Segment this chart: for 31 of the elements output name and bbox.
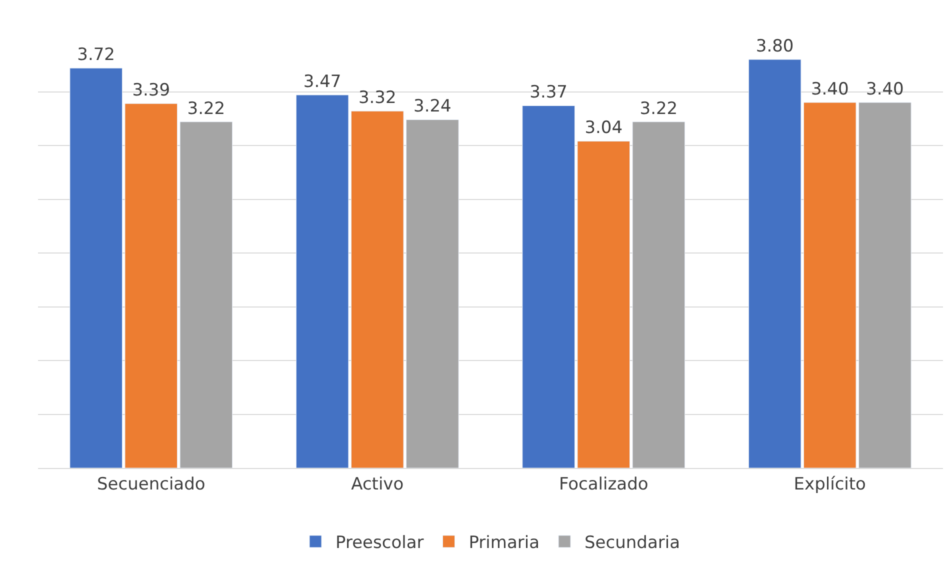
data-label: 3.37 — [530, 82, 568, 103]
data-label: 3.40 — [866, 80, 904, 100]
data-label: 3.72 — [77, 45, 115, 66]
bar — [858, 102, 912, 468]
bar — [748, 59, 802, 468]
bar — [522, 105, 575, 468]
bar — [350, 110, 404, 468]
data-label: 3.80 — [756, 36, 794, 56]
x-tick-label: Activo — [351, 474, 404, 494]
legend-label: Preescolar — [336, 533, 424, 554]
x-tick-label: Secuenciado — [96, 474, 206, 494]
legend-label: Secundaria — [584, 533, 680, 554]
x-tick-label: Explícito — [794, 474, 866, 494]
data-label: 3.22 — [187, 98, 226, 119]
data-label: 3.40 — [810, 80, 849, 100]
bar — [296, 94, 349, 468]
bar — [124, 103, 178, 468]
x-tick-label: Focalizado — [558, 474, 648, 494]
bar — [577, 140, 630, 468]
bar — [180, 122, 233, 468]
data-label: 3.04 — [584, 118, 623, 138]
data-label: 3.22 — [640, 98, 678, 119]
legend-label: Primaria — [468, 533, 540, 554]
bar — [406, 119, 459, 468]
data-label: 3.24 — [414, 96, 452, 117]
bar — [803, 102, 856, 468]
bar — [70, 68, 122, 468]
data-label: 3.39 — [132, 80, 170, 101]
data-label: 3.47 — [303, 72, 342, 92]
bar — [632, 122, 686, 468]
data-label: 3.32 — [358, 88, 396, 108]
